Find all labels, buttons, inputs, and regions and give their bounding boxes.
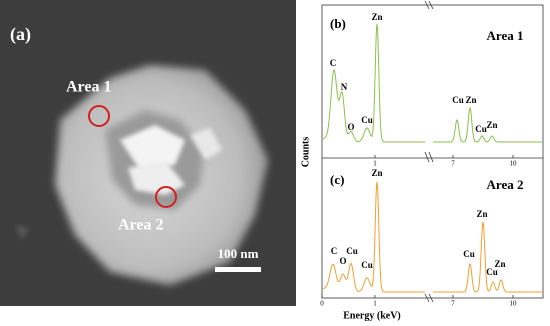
peak-label: C (331, 246, 338, 256)
scale-bar-label: 100 nm (218, 246, 259, 261)
peak-label: O (339, 256, 346, 266)
y-axis-label: Counts (300, 137, 311, 168)
spectrum-line (322, 181, 542, 293)
peak-label: Cu (361, 260, 373, 270)
peak-label: Cu (463, 249, 475, 259)
peak-label: Cu (486, 267, 498, 277)
x-tick-label: 7 (451, 160, 455, 168)
peak-label: Zn (476, 209, 487, 219)
x-axis-label: Energy (keV) (343, 310, 401, 321)
peak-label: N (341, 82, 348, 92)
panel-label: (b) (330, 16, 346, 31)
area-label: Area 1 (66, 79, 111, 96)
x-tick-label: 10 (510, 160, 518, 168)
peak-label: Zn (486, 120, 497, 130)
peak-label: Cu (475, 124, 487, 134)
x-tick-label: 1 (373, 300, 377, 308)
x-tick-label: 10 (510, 300, 518, 308)
peak-label: O (347, 122, 354, 132)
peak-label: Zn (465, 95, 476, 105)
peak-label: Zn (371, 12, 382, 22)
peak-label: Cu (452, 95, 464, 105)
x-tick-label: 1 (373, 160, 377, 168)
x-tick-label: 0 (320, 300, 324, 308)
panel-title: Area 2 (487, 177, 524, 192)
peak-label: Cu (346, 246, 358, 256)
peak-label: Zn (494, 259, 505, 269)
panel-title: Area 1 (487, 28, 524, 43)
spectrum-line (322, 23, 542, 143)
micrograph: (a) Area 1 Area 2 100 nm (0, 0, 296, 306)
area-label: Area 2 (118, 217, 163, 234)
panel-label: (a) (10, 24, 31, 45)
peak-label: Zn (371, 168, 382, 178)
x-tick-label: 7 (451, 300, 455, 308)
panel-label: (c) (330, 172, 344, 187)
spectra: Counts Energy (keV) (b) Area 1 (c) Area … (300, 0, 544, 321)
peak-label: C (330, 58, 337, 68)
peak-label: Cu (361, 115, 373, 125)
